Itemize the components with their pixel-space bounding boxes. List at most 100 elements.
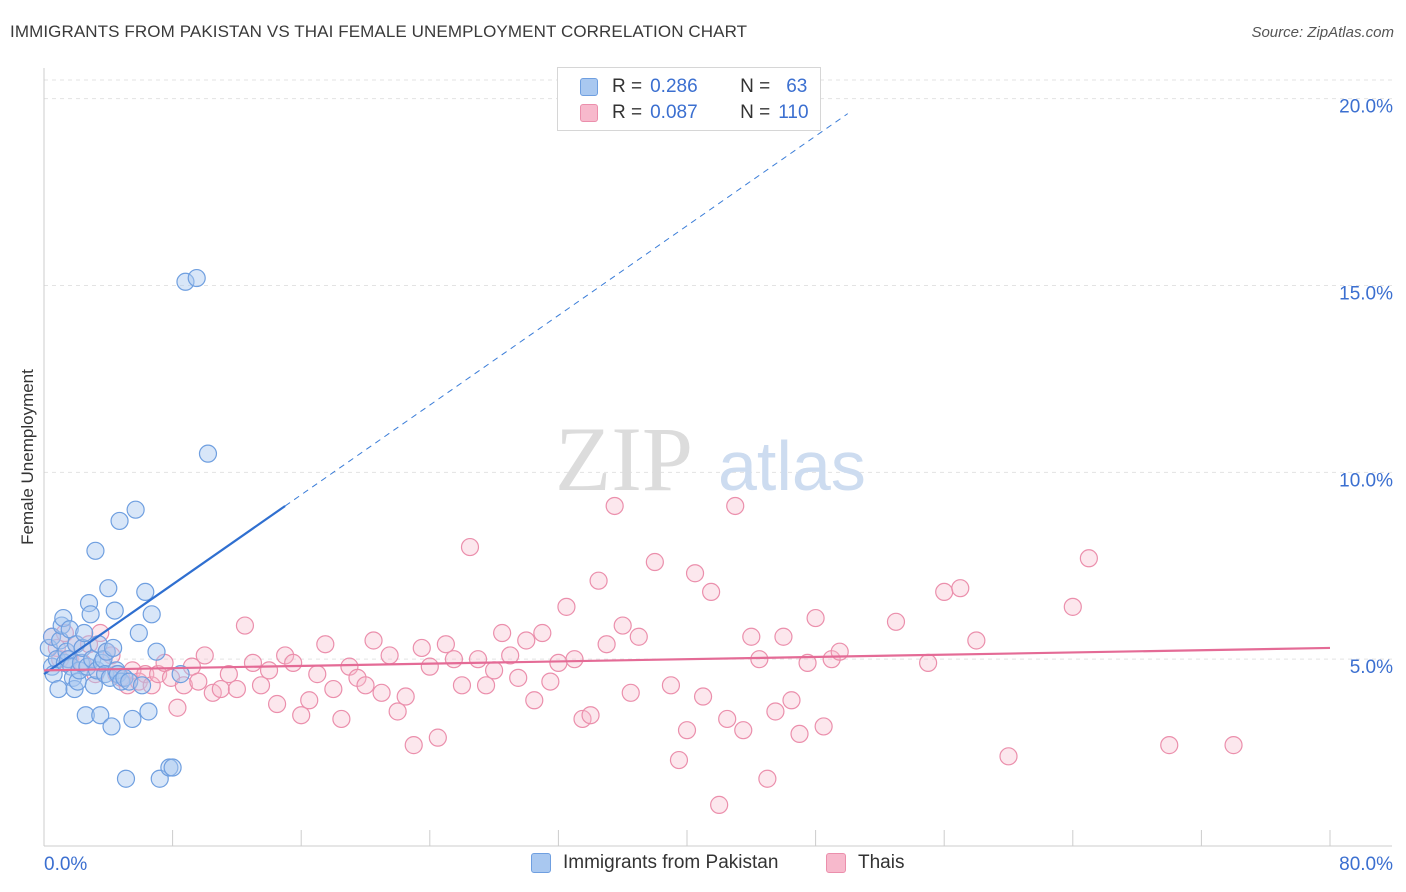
thais-point: [259, 661, 279, 680]
pakistan-point: [176, 272, 195, 291]
thais-point: [710, 795, 729, 814]
thais-point: [219, 665, 238, 684]
thais-point: [332, 709, 351, 729]
pakistan-point: [84, 676, 103, 695]
legend-swatch-thais: [580, 104, 598, 122]
thais-point: [935, 582, 954, 602]
pakistan-point: [129, 623, 148, 643]
thais-point: [790, 724, 809, 744]
thais-point: [404, 736, 423, 755]
thais-point: [428, 728, 447, 747]
pakistan-point: [104, 638, 123, 658]
thais-point: [364, 631, 383, 650]
thais-point: [267, 694, 287, 714]
thais-point: [396, 687, 415, 706]
thais-point: [300, 691, 319, 710]
bottom-legend-swatch-thais: [826, 853, 846, 873]
pakistan-point: [81, 605, 100, 624]
thais-point: [292, 706, 311, 725]
thais-point: [308, 665, 327, 684]
watermark: ZIP atlas: [555, 408, 866, 510]
legend-row-pakistan: R = 0.286 N = 63: [580, 75, 807, 99]
pakistan-point: [99, 579, 118, 598]
y-tick-label: 10.0%: [1339, 470, 1393, 491]
thais-point: [380, 646, 399, 665]
thais-point: [142, 676, 161, 695]
thais-point: [814, 717, 833, 736]
thais-point: [629, 627, 648, 646]
bottom-legend-pakistan: Immigrants from Pakistan: [531, 852, 778, 874]
pakistan-point: [110, 511, 129, 531]
thais-point: [1160, 736, 1179, 755]
thais-point: [136, 665, 155, 684]
thais-point: [227, 679, 246, 699]
pakistan-point: [86, 541, 105, 560]
thais-point: [758, 769, 777, 788]
thais-point: [1079, 549, 1098, 568]
correlation-legend: R = 0.286 N = 63 R = 0.087 N = 110: [557, 67, 821, 131]
watermark-zip: ZIP: [555, 408, 693, 510]
pakistan-point: [123, 709, 142, 729]
thais-point: [661, 676, 681, 695]
thais-point: [444, 650, 464, 669]
source-label: Source: ZipAtlas.com: [1251, 24, 1394, 41]
thais-point: [533, 623, 552, 643]
tick-labels: 5.0% 10.0% 15.0% 20.0% 0.0% 80.0%: [44, 97, 1393, 875]
thais-point: [436, 635, 455, 654]
pakistan-point: [163, 758, 182, 777]
thais-point: [493, 623, 512, 643]
thais-point: [951, 579, 970, 598]
thais-point: [774, 627, 793, 646]
thais-point: [557, 597, 576, 616]
grid-lines: [44, 79, 1392, 660]
pakistan-trend-extension: [284, 113, 849, 507]
y-tick-label: 15.0%: [1339, 284, 1393, 305]
bottom-legend-label-pakistan: Immigrants from Pakistan: [563, 852, 779, 873]
thais-point: [388, 702, 407, 721]
y-tick-label: 5.0%: [1350, 657, 1393, 678]
thais-point: [476, 676, 496, 695]
watermark-atlas: atlas: [718, 427, 866, 505]
thais-point: [693, 687, 713, 706]
thais-point: [452, 676, 472, 695]
thais-point: [174, 676, 193, 695]
thais-point: [766, 702, 785, 721]
thais-point: [372, 683, 391, 702]
thais-point: [460, 537, 480, 557]
pakistan-point: [105, 601, 124, 620]
pakistan-point: [147, 642, 166, 661]
thais-point: [919, 653, 938, 673]
thais-point: [541, 672, 560, 691]
legend-n-value-thais: 110: [778, 102, 809, 123]
thais-point: [702, 582, 721, 602]
thais-trend-line: [43, 646, 1331, 672]
thais-point: [468, 650, 488, 669]
pakistan-trend-line: [43, 505, 286, 676]
thais-point: [251, 676, 271, 695]
thais-point: [726, 496, 745, 516]
thais-point: [967, 631, 986, 650]
pakistan-point: [75, 623, 94, 643]
thais-point: [685, 564, 705, 583]
axes: [43, 68, 1392, 847]
chart-title: IMMIGRANTS FROM PAKISTAN VS THAI FEMALE …: [10, 22, 748, 41]
thais-point: [525, 691, 544, 710]
pakistan-point: [136, 582, 155, 602]
pakistan-point: [171, 665, 190, 684]
thais-point: [189, 672, 208, 691]
pakistan-point: [60, 620, 79, 639]
legend-r-label: R =: [612, 102, 643, 123]
legend-row-thais: R = 0.087 N = 110: [580, 101, 809, 125]
x-tick-label-min: 0.0%: [44, 854, 87, 875]
y-tick-label: 20.0%: [1339, 97, 1393, 118]
thais-point: [565, 650, 584, 669]
bottom-legend-label-thais: Thais: [858, 852, 905, 873]
thais-point: [243, 653, 263, 673]
thais-point: [613, 616, 632, 635]
thais-point: [645, 552, 664, 572]
thais-point: [806, 608, 825, 628]
thais-point: [324, 679, 343, 699]
thais-point: [597, 635, 616, 654]
thais-point: [316, 635, 335, 654]
thais-point: [886, 612, 906, 631]
